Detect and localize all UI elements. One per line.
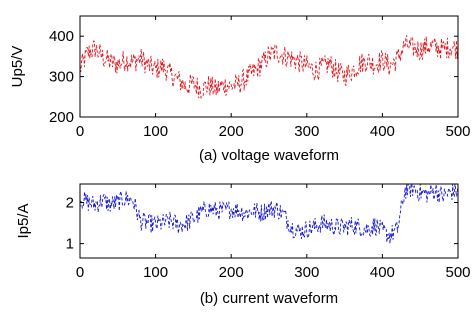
x-tick-label-a: 300 [294, 123, 319, 140]
series-line-b [79, 183, 459, 244]
y-tick-label-a: 200 [49, 109, 74, 126]
x-tick-label-a: 0 [76, 123, 84, 140]
x-tick-label-b: 100 [143, 264, 168, 281]
x-tick-label-b: 500 [445, 264, 470, 281]
y-tick-label-a: 400 [49, 28, 74, 45]
x-tick-label-b: 400 [370, 264, 395, 281]
y-tick-label-b: 1 [66, 236, 74, 253]
plot-area-b [79, 183, 459, 259]
panel-a: 0 100 200 300 400 500 200 300 400 Up5/V (a) voltag… [9, 15, 471, 164]
x-tick-label-b: 0 [76, 264, 84, 281]
x-tick-label-a: 400 [370, 123, 395, 140]
plot-frame-b [79, 183, 459, 259]
y-axis-label-b: Ip5/A [15, 203, 32, 238]
x-tick-label-a: 100 [143, 123, 168, 140]
plot-frame-a [79, 15, 459, 118]
x-tick-label-b: 300 [294, 264, 319, 281]
panel-b: 0 100 200 300 400 500 1 2 Ip5/A (b) current wavef… [15, 183, 471, 307]
y-tick-label-a: 300 [49, 69, 74, 86]
x-tick-label-a: 500 [445, 123, 470, 140]
x-tick-label-a: 200 [219, 123, 244, 140]
x-tick-label-b: 200 [219, 264, 244, 281]
y-axis-label-a: Up5/V [9, 46, 26, 88]
panel-caption-b: (b) current waveform [200, 290, 338, 307]
plot-area-a [79, 15, 459, 118]
y-tick-label-b: 2 [66, 195, 74, 212]
panel-caption-a: (a) voltage waveform [199, 147, 339, 164]
